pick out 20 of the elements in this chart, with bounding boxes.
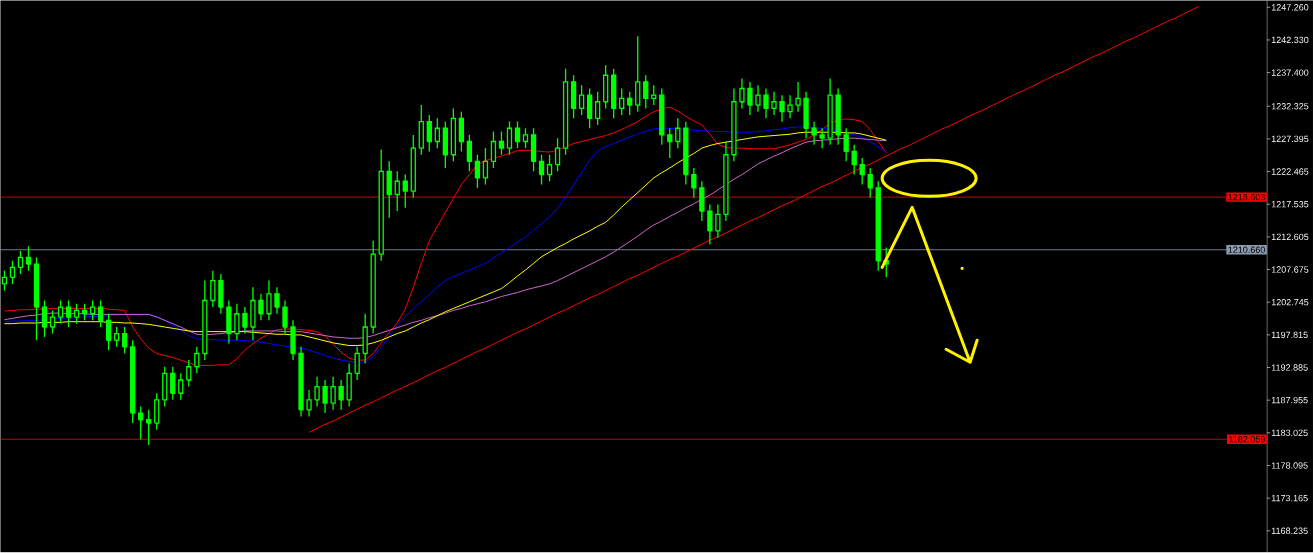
y-tick-label: 1232.325	[1271, 103, 1309, 110]
y-tick-label: 1237.400	[1271, 69, 1309, 76]
y-tick-label: 1212.605	[1271, 233, 1309, 241]
y-tick-label: 1183.025	[1271, 429, 1308, 437]
y-tick-label: 1227.395	[1271, 135, 1309, 143]
y-tick-label: 1187.955	[1271, 397, 1308, 404]
y-tick-label: 1192.885	[1271, 364, 1308, 371]
y-tick-label: 1173.165	[1271, 495, 1308, 502]
y-tick-label: 1222.465	[1271, 168, 1309, 175]
y-tick-label: 1207.675	[1271, 266, 1309, 273]
ref-line-label: 1210.660	[1228, 246, 1265, 254]
ref-line-label: 1182.059	[1229, 436, 1265, 443]
y-tick-label: 1178.095	[1271, 462, 1308, 469]
y-tick-label: 1197.815	[1271, 331, 1308, 339]
y-tick-label: 1247.260	[1271, 4, 1309, 11]
y-tick-label: 1202.745	[1271, 299, 1309, 306]
ref-line-label: 1218.603	[1228, 194, 1265, 201]
y-tick-label: 1217.535	[1271, 201, 1309, 208]
y-tick-label: 1168.235	[1271, 527, 1308, 535]
y-tick-label: 1242.330	[1271, 36, 1309, 44]
